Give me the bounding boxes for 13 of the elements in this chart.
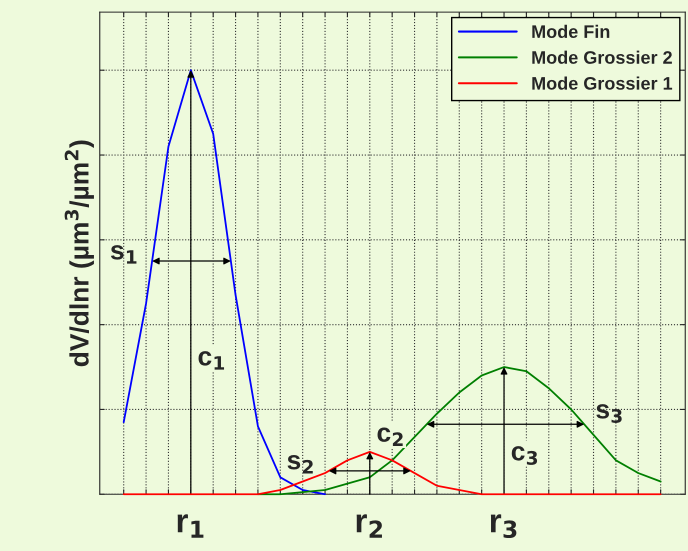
x-tick-label: r$_{1}$ — [178, 514, 204, 538]
annotation: s$_{3}$ — [596, 404, 622, 423]
y-axis-title: dV/dlnr (µm$^{3}$/µm$^{2}$) — [64, 140, 94, 366]
annotation: c$_{2}$ — [378, 427, 403, 446]
legend-label: Mode Grossier 2 — [532, 50, 672, 64]
annotation: c$_{1}$ — [198, 351, 224, 370]
x-tick-label: r$_{3}$ — [490, 514, 516, 538]
annotation: c$_{3}$ — [512, 446, 538, 465]
annotation: s$_{2}$ — [288, 455, 313, 474]
legend-label: Mode Grossier 1 — [532, 76, 672, 90]
legend-label: Mode Fin — [532, 24, 610, 38]
x-tick-label: r$_{2}$ — [356, 514, 382, 538]
annotation: s$_{1}$ — [110, 245, 136, 264]
